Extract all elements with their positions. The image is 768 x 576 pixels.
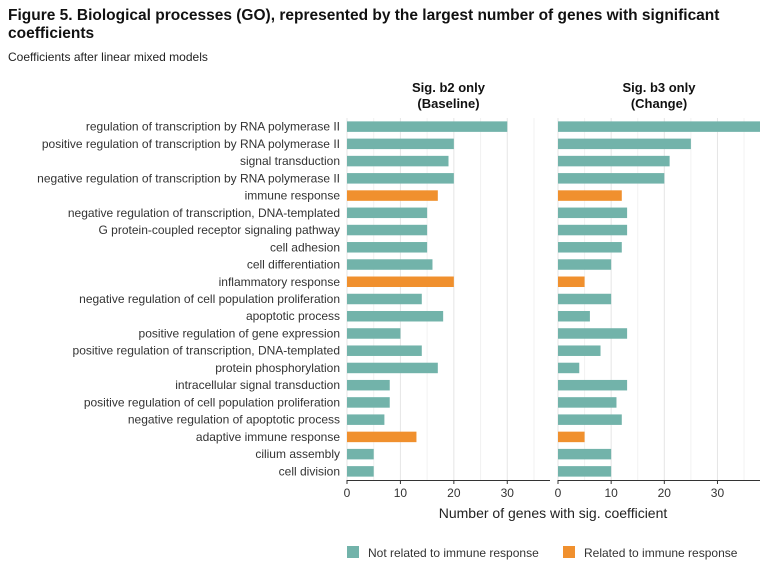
bar (558, 379, 628, 391)
bar (347, 293, 422, 305)
bar (347, 362, 438, 374)
category-label: cell division (279, 464, 340, 478)
facet-title: (Baseline) (417, 96, 479, 111)
category-label: positive regulation of cell population p… (84, 395, 340, 409)
category-label: negative regulation of cell population p… (79, 292, 340, 306)
chart-subtitle: Coefficients after linear mixed models (8, 50, 208, 64)
x-axis-title: Number of genes with sig. coefficient (439, 505, 668, 521)
bar (347, 242, 428, 253)
facet-title: Sig. b2 only (412, 80, 486, 95)
bar (558, 190, 622, 201)
bar (347, 121, 508, 132)
category-label: negative regulation of transcription, DN… (68, 206, 340, 220)
category-label: positive regulation of transcription by … (42, 137, 340, 151)
bar (558, 224, 628, 236)
legend-swatch (563, 546, 575, 558)
x-tick-label: 0 (344, 486, 351, 500)
bar (558, 155, 670, 167)
bar (558, 242, 622, 253)
bar (558, 310, 590, 322)
bar (347, 190, 438, 201)
category-label: inflammatory response (219, 275, 341, 289)
category-label: positive regulation of transcription, DN… (73, 344, 340, 358)
facet-title: (Change) (631, 96, 687, 111)
category-label: apoptotic process (246, 309, 340, 323)
bar (558, 328, 628, 339)
legend-label: Not related to immune response (368, 546, 539, 560)
bar (347, 345, 422, 356)
category-label: intracellular signal transduction (175, 378, 340, 392)
category-label: signal transduction (240, 154, 340, 168)
bar (347, 207, 428, 219)
chart-title: Figure 5. Biological processes (GO), rep… (8, 7, 720, 42)
bar (347, 448, 374, 460)
category-label: positive regulation of gene expression (139, 326, 340, 340)
bar (558, 293, 612, 305)
legend-label: Related to immune response (584, 546, 738, 560)
bar (347, 379, 390, 391)
bar (347, 173, 454, 184)
bar (558, 448, 612, 460)
bar (558, 431, 585, 443)
bar (347, 431, 417, 443)
x-tick-label: 0 (555, 486, 562, 500)
category-label: G protein-coupled receptor signaling pat… (99, 223, 340, 237)
bar (347, 414, 385, 425)
bar (558, 345, 601, 356)
bar (558, 414, 622, 425)
category-label: adaptive immune response (196, 430, 340, 444)
category-label: cell differentiation (247, 258, 340, 272)
bar (558, 173, 665, 184)
bar (347, 155, 449, 167)
x-tick-label: 10 (604, 486, 618, 500)
category-label: cilium assembly (255, 447, 340, 461)
bar (347, 328, 401, 339)
bar (558, 207, 628, 219)
x-tick-label: 20 (447, 486, 461, 500)
bar (558, 466, 612, 477)
bar (558, 259, 612, 270)
category-label: negative regulation of apoptotic process (128, 413, 340, 427)
bar (347, 224, 428, 236)
bar (347, 310, 444, 322)
category-label: protein phosphorylation (215, 361, 340, 375)
x-tick-label: 10 (394, 486, 408, 500)
bar (347, 397, 390, 408)
bar (558, 121, 760, 132)
x-tick-label: 30 (501, 486, 515, 500)
category-label: cell adhesion (270, 240, 340, 254)
bar (558, 138, 691, 150)
facet-title: Sig. b3 only (623, 80, 697, 95)
category-label: regulation of transcription by RNA polym… (86, 120, 340, 134)
bar (558, 276, 585, 288)
bar (558, 397, 617, 408)
bar (347, 138, 454, 150)
x-tick-label: 30 (711, 486, 725, 500)
x-tick-label: 20 (658, 486, 672, 500)
bar (347, 276, 454, 288)
category-label: negative regulation of transcription by … (37, 171, 340, 185)
category-label: immune response (245, 189, 341, 203)
bar (347, 259, 433, 270)
bar (347, 466, 374, 477)
bar (558, 362, 580, 374)
legend-swatch (347, 546, 359, 558)
